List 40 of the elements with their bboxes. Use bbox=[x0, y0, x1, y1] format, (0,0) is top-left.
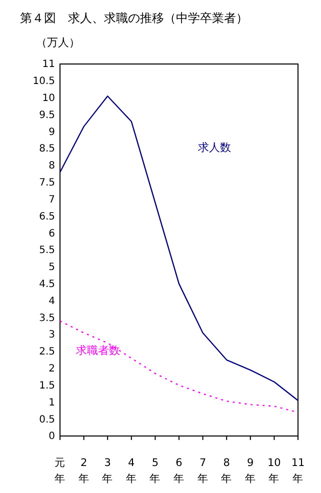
x-tick-label: 5年 bbox=[150, 457, 161, 485]
y-tick-label: 5.5 bbox=[39, 245, 55, 256]
y-tick-label: 1 bbox=[48, 397, 55, 408]
y-tick-label: 5 bbox=[48, 262, 55, 274]
y-tick-label: 1.5 bbox=[39, 380, 55, 392]
x-tick-label: 7年 bbox=[197, 457, 208, 485]
y-tick-label: 4.5 bbox=[39, 279, 55, 290]
y-tick-label: 6 bbox=[48, 228, 55, 240]
y-tick-label: 9 bbox=[48, 126, 55, 138]
x-tick-label: 10年 bbox=[268, 457, 281, 485]
x-tick-label: 3年 bbox=[102, 457, 114, 485]
y-tick-label: 7.5 bbox=[39, 178, 55, 189]
x-tick-label: 4年 bbox=[126, 457, 137, 485]
y-tick-label: 0 bbox=[48, 431, 55, 442]
y-tick-label: 3.5 bbox=[39, 312, 55, 324]
x-tick-label: 元年 bbox=[54, 457, 66, 485]
x-tick-label: 2年 bbox=[78, 457, 90, 485]
y-tick-label: 4 bbox=[48, 296, 55, 307]
y-tick-label: 11 bbox=[42, 59, 55, 70]
series-label: 求職者数 bbox=[76, 344, 120, 357]
y-tick-label: 8.5 bbox=[39, 144, 55, 155]
y-axis-title: （万人） bbox=[36, 36, 80, 49]
y-tick-label: 10.5 bbox=[32, 76, 55, 88]
y-tick-label: 6.5 bbox=[39, 211, 55, 222]
y-tick-label: 2.5 bbox=[39, 346, 55, 358]
y-tick-label: 2 bbox=[48, 364, 55, 375]
x-tick-label: 6年 bbox=[174, 457, 184, 485]
y-tick-label: 7 bbox=[48, 194, 55, 206]
line-series bbox=[59, 96, 299, 402]
y-tick-label: 0.5 bbox=[39, 414, 55, 426]
x-tick-label: 11年 bbox=[291, 457, 305, 485]
y-tick-label: 9.5 bbox=[39, 110, 55, 121]
y-tick-label: 10 bbox=[42, 93, 55, 104]
y-tick-label: 3 bbox=[48, 330, 55, 341]
y-tick-label: 8 bbox=[48, 160, 55, 172]
x-tick-label: 8年 bbox=[221, 457, 232, 485]
line-series bbox=[59, 320, 299, 413]
chart-title: 第４図 求人、求職の推移（中学卒業者） bbox=[20, 11, 248, 25]
x-tick-label: 9年 bbox=[244, 457, 256, 485]
text: 求人数 bbox=[198, 140, 232, 154]
